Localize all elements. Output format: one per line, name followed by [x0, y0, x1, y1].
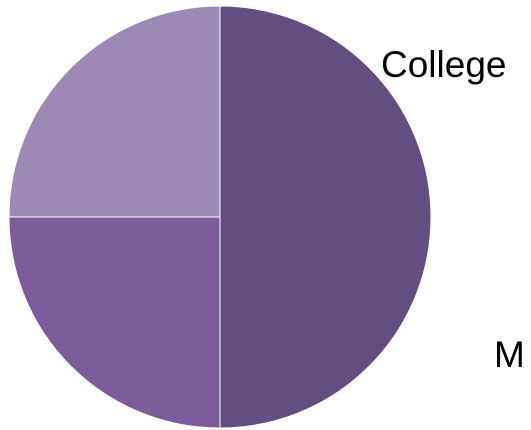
pie-slice-1	[219, 5, 432, 429]
pie-slice-2	[8, 216, 221, 429]
slice-label-college: College	[381, 44, 506, 85]
pie-slice-3	[8, 5, 221, 218]
slice-label-m: M	[494, 334, 525, 375]
pie-slices	[8, 5, 432, 429]
